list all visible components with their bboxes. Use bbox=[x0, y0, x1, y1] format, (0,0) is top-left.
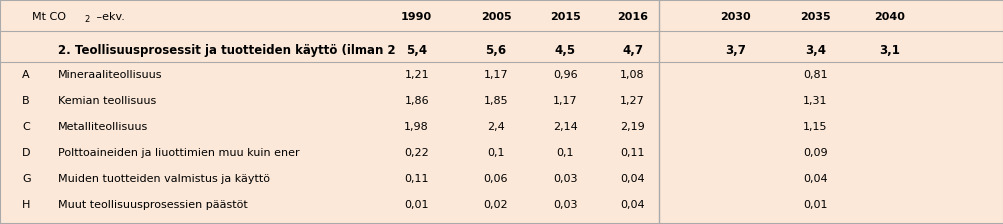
Text: 0,96: 0,96 bbox=[553, 70, 577, 80]
Text: 1,21: 1,21 bbox=[404, 70, 428, 80]
Text: Muiden tuotteiden valmistus ja käyttö: Muiden tuotteiden valmistus ja käyttö bbox=[58, 174, 270, 184]
Text: 0,81: 0,81 bbox=[802, 70, 826, 80]
Text: 2,14: 2,14 bbox=[553, 122, 577, 132]
Text: 0,04: 0,04 bbox=[802, 174, 826, 184]
Text: 2015: 2015 bbox=[550, 12, 580, 22]
Text: 0,09: 0,09 bbox=[802, 148, 826, 158]
Text: H: H bbox=[22, 200, 30, 210]
Text: 1,27: 1,27 bbox=[620, 96, 644, 106]
Text: 0,11: 0,11 bbox=[620, 148, 644, 158]
Text: 1,17: 1,17 bbox=[553, 96, 577, 106]
Text: 0,01: 0,01 bbox=[802, 200, 826, 210]
Text: 1,86: 1,86 bbox=[404, 96, 428, 106]
Text: C: C bbox=[22, 122, 30, 132]
Text: 3,7: 3,7 bbox=[725, 44, 745, 57]
Text: A: A bbox=[22, 70, 30, 80]
Text: 4,7: 4,7 bbox=[622, 44, 642, 57]
Text: 4,5: 4,5 bbox=[554, 44, 576, 57]
Text: Muut teollisuusprosessien päästöt: Muut teollisuusprosessien päästöt bbox=[58, 200, 248, 210]
Text: 2,4: 2,4 bbox=[486, 122, 505, 132]
Text: 5,6: 5,6 bbox=[484, 44, 507, 57]
Text: 2035: 2035 bbox=[799, 12, 829, 22]
Text: 1,08: 1,08 bbox=[620, 70, 644, 80]
Text: 1,85: 1,85 bbox=[483, 96, 508, 106]
Text: 0,01: 0,01 bbox=[404, 200, 428, 210]
Text: 2030: 2030 bbox=[720, 12, 750, 22]
Text: –ekv.: –ekv. bbox=[93, 12, 125, 22]
Text: 2: 2 bbox=[84, 15, 89, 24]
Text: 0,1: 0,1 bbox=[556, 148, 574, 158]
Text: 1,98: 1,98 bbox=[404, 122, 428, 132]
Text: 0,04: 0,04 bbox=[620, 200, 644, 210]
Text: G: G bbox=[22, 174, 31, 184]
Text: 1,17: 1,17 bbox=[483, 70, 508, 80]
Text: 1,15: 1,15 bbox=[802, 122, 826, 132]
Text: 2016: 2016 bbox=[617, 12, 647, 22]
Text: B: B bbox=[22, 96, 30, 106]
Text: 0,22: 0,22 bbox=[404, 148, 428, 158]
Text: 5,4: 5,4 bbox=[405, 44, 427, 57]
Text: Polttoaineiden ja liuottimien muu kuin ener: Polttoaineiden ja liuottimien muu kuin e… bbox=[58, 148, 300, 158]
Text: Metalliteollisuus: Metalliteollisuus bbox=[58, 122, 148, 132]
Text: D: D bbox=[22, 148, 30, 158]
Text: 0,1: 0,1 bbox=[486, 148, 505, 158]
Text: 1,31: 1,31 bbox=[802, 96, 826, 106]
Text: 2,19: 2,19 bbox=[620, 122, 644, 132]
Text: 2. Teollisuusprosessit ja tuotteiden käyttö (ilman 2: 2. Teollisuusprosessit ja tuotteiden käy… bbox=[58, 44, 395, 57]
Text: 2040: 2040 bbox=[874, 12, 904, 22]
Text: Kemian teollisuus: Kemian teollisuus bbox=[58, 96, 156, 106]
Text: 1990: 1990 bbox=[400, 12, 432, 22]
Text: Mt CO: Mt CO bbox=[32, 12, 66, 22]
Text: 3,4: 3,4 bbox=[804, 44, 824, 57]
Text: 0,02: 0,02 bbox=[483, 200, 508, 210]
Text: 0,03: 0,03 bbox=[553, 200, 577, 210]
Text: Mineraaliteollisuus: Mineraaliteollisuus bbox=[58, 70, 162, 80]
Text: 0,06: 0,06 bbox=[483, 174, 508, 184]
Text: 3,1: 3,1 bbox=[879, 44, 899, 57]
Text: 2005: 2005 bbox=[480, 12, 511, 22]
Text: 0,11: 0,11 bbox=[404, 174, 428, 184]
Text: 0,04: 0,04 bbox=[620, 174, 644, 184]
Text: 0,03: 0,03 bbox=[553, 174, 577, 184]
